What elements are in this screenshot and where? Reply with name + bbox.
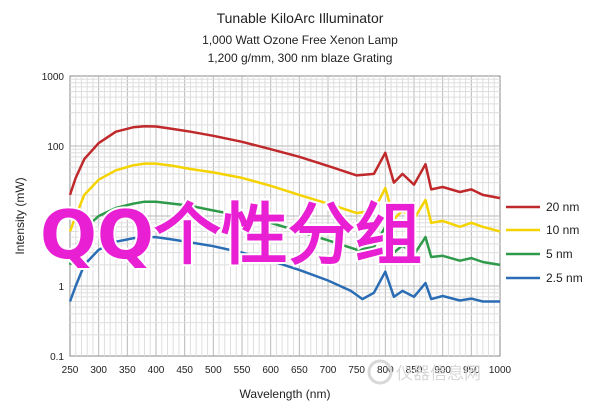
legend-label: 20 nm	[546, 200, 579, 214]
overlay-text: QQ个性分组	[40, 196, 422, 274]
series-line-10-nm	[68, 162, 501, 233]
x-tick-label: 400	[148, 365, 165, 376]
x-tick-label: 300	[90, 365, 107, 376]
x-tick-label: 800	[377, 365, 394, 376]
legend: 20 nm 10 nm 5 nm 2.5 nm	[506, 200, 583, 285]
y-tick-labels: 0.1 1 10 100 1000	[42, 72, 65, 363]
chart-subtitle-line-2: 1,200 g/mm, 300 nm blaze Grating	[208, 51, 393, 65]
legend-label: 2.5 nm	[546, 271, 583, 285]
y-axis-label: Intensity (mW)	[13, 177, 27, 254]
x-tick-label: 1000	[489, 365, 512, 376]
chart-title: Tunable KiloArc Illuminator	[217, 10, 384, 26]
x-tick-label: 700	[320, 365, 337, 376]
x-tick-label: 450	[176, 365, 193, 376]
legend-label: 5 nm	[546, 247, 573, 261]
x-tick-label: 250	[62, 365, 79, 376]
series-line-5-nm	[68, 200, 501, 267]
y-tick-label: 0.1	[50, 352, 64, 363]
grid	[70, 76, 500, 356]
y-tick-label: 1000	[42, 72, 65, 83]
watermark-text: 仪器信息网	[396, 364, 481, 384]
x-axis-label: Wavelength (nm)	[240, 387, 331, 401]
x-tick-label: 850	[406, 365, 423, 376]
y-tick-label: 100	[47, 142, 64, 153]
chart-subtitle-line-1: 1,000 Watt Ozone Free Xenon Lamp	[202, 33, 398, 47]
x-tick-label: 550	[234, 365, 251, 376]
watermark: 仪器信息网	[367, 359, 481, 385]
y-tick-label: 1	[58, 282, 64, 293]
y-tick-label: 10	[53, 212, 65, 223]
x-tick-labels: 250 300 350 400 450 500 550 600 650 700 750 800 850 9…	[62, 365, 512, 376]
series-line-2-5-nm	[68, 235, 500, 303]
legend-label: 10 nm	[546, 223, 579, 237]
x-tick-label: 650	[291, 365, 308, 376]
watermark-logo-icon	[367, 359, 393, 385]
x-tick-label: 950	[463, 365, 480, 376]
series-lines	[68, 124, 501, 303]
x-tick-label: 350	[119, 365, 136, 376]
x-tick-label: 900	[434, 365, 451, 376]
x-tick-label: 750	[348, 365, 365, 376]
x-tick-label: 500	[205, 365, 222, 376]
series-line-20-nm	[68, 124, 501, 200]
x-tick-label: 600	[262, 365, 279, 376]
